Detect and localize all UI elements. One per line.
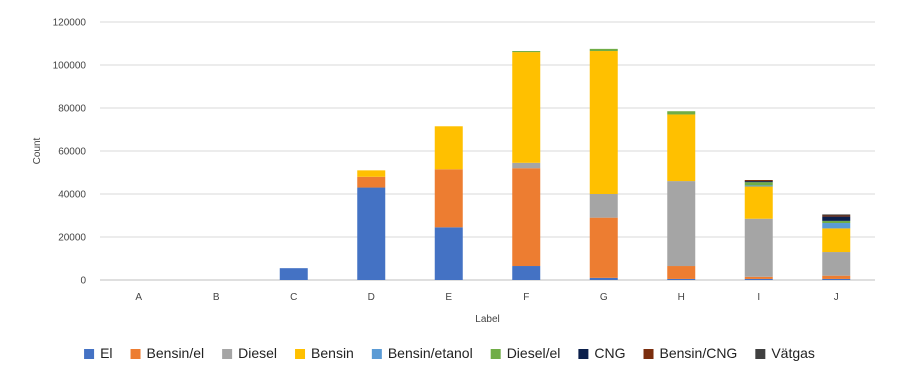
y-tick-label: 20000 bbox=[58, 233, 86, 244]
bar-segment-H-diesel bbox=[667, 181, 696, 267]
bar-segment-C-el bbox=[279, 268, 308, 280]
x-tick-label: I bbox=[757, 292, 760, 303]
x-tick-label: J bbox=[834, 292, 839, 303]
legend-item: Bensin/CNG bbox=[643, 345, 738, 361]
x-axis-title: Label bbox=[475, 314, 499, 325]
legend-item: Bensin/etanol bbox=[371, 345, 473, 361]
legend-item: Bensin bbox=[295, 345, 354, 361]
legend-item: Diesel bbox=[222, 345, 277, 361]
bar-segment-F-bensin-el bbox=[512, 168, 541, 267]
gridlines bbox=[100, 21, 875, 281]
legend-label: Bensin bbox=[311, 345, 354, 361]
y-tick-label: 120000 bbox=[53, 18, 87, 29]
legend-label: Bensin/el bbox=[147, 345, 205, 361]
y-tick-label: 100000 bbox=[53, 61, 87, 72]
bar-segment-I-cng bbox=[744, 181, 773, 183]
bar-segment-G-bensin bbox=[589, 51, 618, 195]
x-tick-label: A bbox=[135, 292, 142, 303]
legend-swatch bbox=[643, 349, 654, 359]
bar-segment-E-el bbox=[434, 227, 463, 280]
bar-segment-H-el bbox=[667, 278, 696, 280]
bar-segment-G-bensin-el bbox=[589, 217, 618, 278]
bar-segment-D-bensin-el bbox=[357, 176, 386, 188]
legend-label: Bensin/CNG bbox=[660, 345, 738, 361]
legend-label: Diesel bbox=[238, 345, 277, 361]
bar-segment-D-bensin bbox=[357, 170, 386, 177]
legend-item: Vätgas bbox=[755, 345, 815, 361]
bar-segment-J-bensin-etanol bbox=[822, 223, 851, 229]
bar-segment-F-el bbox=[512, 266, 541, 280]
bar-segment-J-v-tgas bbox=[822, 214, 851, 216]
bar-segment-I-bensin-el bbox=[744, 276, 773, 279]
x-tick-label: E bbox=[445, 292, 452, 303]
legend-swatch bbox=[130, 349, 141, 359]
bar-segment-J-el bbox=[822, 278, 851, 280]
bar-segment-I-diesel bbox=[744, 218, 773, 277]
legend: El Bensin/el Diesel Bensin Bensin/etanol Dies… bbox=[84, 345, 815, 361]
y-tick-label: 40000 bbox=[58, 190, 86, 201]
bar-segment-I-el bbox=[744, 278, 773, 280]
bar-segment-J-bensin bbox=[822, 228, 851, 253]
bar-segment-I-diesel-el bbox=[744, 182, 773, 186]
legend-label: CNG bbox=[594, 345, 625, 361]
legend-item: El bbox=[84, 345, 113, 361]
bars bbox=[279, 48, 851, 280]
x-tick-label: D bbox=[368, 292, 375, 303]
bar-segment-H-bensin-el bbox=[667, 266, 696, 279]
x-tick-label: C bbox=[290, 292, 297, 303]
bar-segment-I-bensin-cng bbox=[744, 180, 773, 182]
legend-item: Bensin/el bbox=[130, 345, 205, 361]
bar-segment-G-el bbox=[589, 277, 618, 280]
bar-segment-I-bensin bbox=[744, 186, 773, 219]
bar-segment-E-bensin-el bbox=[434, 169, 463, 228]
y-tick-label: 0 bbox=[80, 276, 86, 287]
bar-segment-J-diesel bbox=[822, 252, 851, 276]
bar-segment-H-diesel-el bbox=[667, 111, 696, 115]
bar-segment-J-bensin-el bbox=[822, 275, 851, 279]
y-tick-label: 80000 bbox=[58, 104, 86, 115]
x-tick-label: H bbox=[678, 292, 685, 303]
bar-segment-F-bensin bbox=[512, 52, 541, 163]
legend-label: El bbox=[100, 345, 112, 361]
bar-segment-D-el bbox=[357, 187, 386, 280]
legend-swatch bbox=[490, 349, 501, 359]
legend-label: Diesel/el bbox=[507, 345, 561, 361]
legend-swatch bbox=[222, 349, 233, 359]
legend-item: CNG bbox=[578, 345, 626, 361]
bar-segment-J-cng bbox=[822, 216, 851, 221]
bar-segment-J-diesel-el bbox=[822, 220, 851, 224]
bar-segment-E-bensin bbox=[434, 126, 463, 170]
legend-swatch bbox=[755, 349, 766, 359]
x-axis: A B C D E F G H I J bbox=[135, 292, 838, 303]
bar-segment-F-diesel-el bbox=[512, 51, 541, 53]
y-axis: 0 20000 40000 60000 80000 100000 120000 bbox=[53, 18, 87, 287]
bar-segment-J-bensin-cng bbox=[822, 215, 851, 217]
legend-swatch bbox=[295, 349, 306, 359]
legend-swatch bbox=[578, 349, 589, 359]
bar-segment-H-bensin bbox=[667, 114, 696, 182]
bar-segment-I-bensin-etanol bbox=[744, 185, 773, 187]
legend-item: Diesel/el bbox=[490, 345, 561, 361]
legend-label: Bensin/etanol bbox=[388, 345, 473, 361]
legend-label: Vätgas bbox=[771, 345, 815, 361]
bar-segment-F-diesel bbox=[512, 162, 541, 169]
x-tick-label: F bbox=[523, 292, 529, 303]
legend-swatch bbox=[84, 349, 95, 359]
x-tick-label: B bbox=[213, 292, 220, 303]
x-tick-label: G bbox=[600, 292, 608, 303]
y-axis-title: Count bbox=[32, 137, 43, 164]
bar-segment-G-diesel-el bbox=[589, 48, 618, 52]
legend-swatch bbox=[371, 349, 382, 359]
y-tick-label: 60000 bbox=[58, 147, 86, 158]
bar-segment-G-diesel bbox=[589, 194, 618, 218]
